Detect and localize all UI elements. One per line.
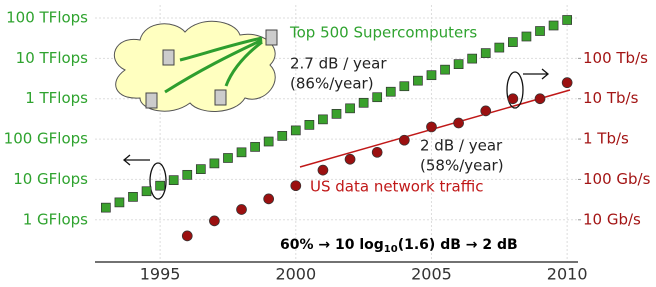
marker — [400, 82, 409, 91]
marker — [413, 76, 422, 85]
marker — [535, 94, 545, 104]
chart: 2.7 dB / year (86%/year) 2 dB / year (58… — [0, 0, 656, 287]
x-tick-label: 2010 — [547, 265, 588, 284]
marker — [563, 15, 572, 24]
marker — [156, 181, 165, 190]
x-tick-label: 2000 — [275, 265, 316, 284]
annotation: 2 dB / year — [420, 137, 503, 155]
marker — [291, 181, 301, 191]
marker — [427, 71, 436, 80]
marker — [562, 78, 572, 88]
formula-part: (1.6) dB → 2 dB — [398, 237, 518, 253]
x-tick-label: 1995 — [140, 265, 181, 284]
y2-tick-label: 10 Gb/s — [583, 210, 641, 228]
marker — [237, 204, 247, 214]
marker — [345, 154, 355, 164]
y2-tick-label: 100 Gb/s — [583, 170, 651, 188]
marker — [115, 198, 124, 207]
marker — [481, 49, 490, 58]
marker — [237, 148, 246, 157]
y-tick-label: 100 GFlops — [4, 130, 89, 148]
y-tick-label: 1 GFlops — [23, 210, 88, 228]
marker — [264, 137, 273, 146]
marker — [495, 43, 504, 52]
marker — [481, 106, 491, 116]
marker — [454, 60, 463, 69]
series-label: Top 500 Supercomputers — [289, 24, 477, 42]
marker — [441, 65, 450, 74]
marker — [318, 115, 327, 124]
formula: 60% → 10 log10(1.6) dB → 2 dB — [280, 237, 518, 255]
marker — [318, 165, 328, 175]
marker — [128, 192, 137, 201]
marker — [536, 27, 545, 36]
annotation: (58%/year) — [420, 157, 504, 175]
marker — [305, 120, 314, 129]
marker — [183, 170, 192, 179]
series-label: US data network traffic — [310, 178, 484, 196]
marker — [210, 159, 219, 168]
marker — [426, 122, 436, 132]
marker — [182, 231, 192, 241]
y-tick-label: 1 TFlops — [25, 89, 88, 107]
marker — [278, 131, 287, 140]
x-tick-label: 2005 — [411, 265, 452, 284]
marker — [549, 21, 558, 30]
y2-tick-label: 100 Tb/s — [583, 49, 648, 67]
marker — [142, 187, 151, 196]
marker — [332, 109, 341, 118]
marker — [508, 94, 518, 104]
marker — [359, 98, 368, 107]
formula-subscript: 10 — [384, 244, 398, 255]
marker — [291, 126, 300, 135]
marker — [196, 165, 205, 174]
marker — [508, 38, 517, 47]
marker — [386, 87, 395, 96]
marker — [399, 135, 409, 145]
marker — [209, 216, 219, 226]
annotation: 2.7 dB / year — [290, 55, 387, 73]
marker — [101, 203, 110, 212]
marker — [223, 153, 232, 162]
y-tick-label: 100 TFlops — [6, 9, 88, 27]
marker — [454, 118, 464, 128]
cloud — [114, 21, 275, 111]
marker — [468, 54, 477, 63]
marker — [372, 147, 382, 157]
marker — [251, 142, 260, 151]
y2-tick-label: 10 Tb/s — [583, 89, 639, 107]
formula-part: 60% → 10 log — [280, 237, 384, 253]
y2-tick-label: 1 Tb/s — [583, 130, 629, 148]
marker — [373, 93, 382, 102]
marker — [346, 104, 355, 113]
annotation: (86%/year) — [290, 75, 374, 93]
y-tick-label: 10 GFlops — [13, 170, 88, 188]
y-tick-label: 10 TFlops — [16, 49, 89, 67]
marker — [264, 194, 274, 204]
marker — [169, 176, 178, 185]
marker — [522, 32, 531, 41]
